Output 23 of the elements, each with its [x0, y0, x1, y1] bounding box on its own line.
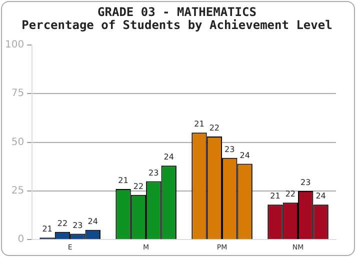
- text: 24: [88, 216, 98, 226]
- y-tick-label: 100: [4, 40, 24, 51]
- chart-title: GRADE 03 - MATHEMATICS: [96, 5, 258, 19]
- y-tick-label: 50: [11, 136, 24, 148]
- text: 23: [300, 178, 311, 188]
- text: 24: [164, 152, 174, 162]
- text: 23: [148, 168, 159, 178]
- chart-subtitle: Percentage of Students by Achievement Level: [20, 18, 334, 32]
- series-label: 21: [42, 224, 52, 234]
- y-tick-label: 25: [11, 186, 24, 197]
- y-tick-label: 0: [18, 234, 24, 246]
- y-tick-label: 75: [11, 88, 24, 100]
- text: 22: [285, 190, 296, 199]
- series-label: 23: [72, 220, 83, 230]
- series-label: 22: [57, 218, 68, 228]
- text: 21: [118, 176, 128, 186]
- text: 22: [133, 182, 144, 191]
- text: 21: [194, 120, 204, 129]
- text: 23: [224, 144, 235, 154]
- series-label: 24: [316, 192, 326, 201]
- text: 22: [209, 124, 220, 133]
- text: 21: [270, 192, 280, 201]
- text: 24: [240, 150, 250, 160]
